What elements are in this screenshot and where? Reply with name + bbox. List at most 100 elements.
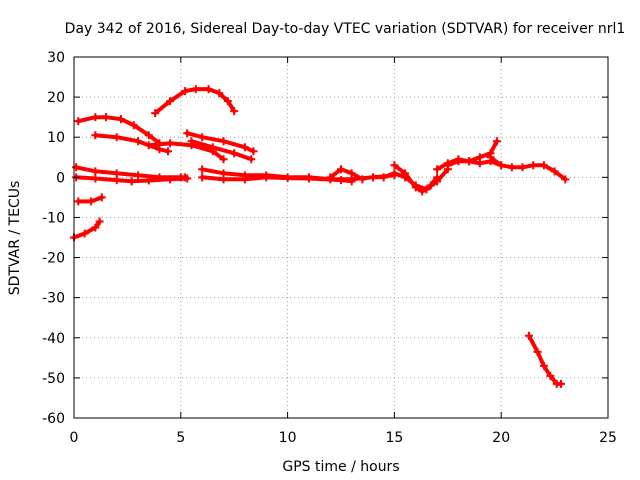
data-point [426,181,435,190]
data-point [561,175,570,184]
data-point [181,87,190,96]
data-point [112,133,121,142]
data-point [204,85,213,94]
data-point [433,173,442,182]
data-point [304,174,313,183]
data-point [166,97,175,106]
data-point [550,167,559,176]
y-tick-label: 10 [47,130,65,146]
y-tick-label: 20 [47,90,65,106]
data-point [465,157,474,166]
series-arc-6 [187,137,256,164]
data-point [433,165,442,174]
data-point [230,149,239,158]
data-point [134,171,143,180]
data-point [418,187,427,196]
data-point [91,131,100,140]
data-point [518,163,527,172]
data-point [533,347,542,356]
data-point [166,139,175,148]
data-point [283,174,292,183]
data-point [95,217,104,226]
data-point [163,147,172,156]
series-arc-5 [183,129,258,156]
data-point [486,153,495,162]
y-tick-label: -10 [42,210,65,226]
x-tick-label: 15 [385,430,403,446]
data-point [219,155,228,164]
x-tick-label: 0 [70,430,79,446]
series-line [72,219,102,240]
y-tick-label: -50 [42,371,65,387]
data-point [112,169,121,178]
data-point [183,129,192,138]
series-arc-12 [326,165,367,184]
data-point [524,331,533,340]
y-tick-label: -20 [42,251,65,267]
x-tick-label: 25 [599,430,617,446]
series-arc-11 [198,173,356,186]
data-point [134,137,143,146]
data-point [546,371,555,380]
series-arc-20 [524,331,566,388]
series-arc-16 [443,157,506,170]
series-line [74,175,134,184]
y-tick-label: -30 [42,291,65,307]
data-point [112,176,121,185]
data-point [337,176,345,185]
data-point [116,115,125,124]
data-point [326,173,335,182]
data-point [390,169,399,178]
data-point [507,163,516,172]
data-point [166,175,175,184]
data-point [497,161,506,170]
y-tick-label: -40 [42,331,65,347]
x-tick-label: 20 [492,430,510,446]
data-point [369,173,378,182]
data-series [70,85,570,388]
x-axis-label: GPS time / hours [282,459,399,475]
data-point [411,183,420,192]
y-tick-label: 0 [56,170,65,186]
data-point [102,113,111,122]
data-point [198,133,207,142]
data-point [144,141,153,150]
data-point [247,155,256,164]
data-point [215,89,224,98]
data-point [208,143,217,152]
data-point [539,361,548,370]
data-point [74,197,83,206]
data-point [240,143,249,152]
data-point [347,169,356,178]
data-point [249,147,258,156]
data-point [183,174,192,183]
x-tick-label: 5 [176,430,185,446]
data-point [219,137,228,146]
data-point [91,174,100,183]
series-arc-2 [151,85,239,118]
data-point [492,137,501,146]
data-point [151,109,160,118]
axis-ticks: 0 5 10 15 20 25 -60 -50 -40 -30 -20 -10 0 10 20 30 [42,50,617,446]
data-point [475,159,484,168]
data-point [443,161,452,170]
data-point [390,161,399,170]
data-point [129,121,138,130]
data-point [240,175,249,184]
data-point [219,175,228,184]
data-point [74,117,83,126]
x-tick-label: 10 [279,430,297,446]
data-point [80,229,89,238]
data-point [91,223,100,232]
series-line [328,167,365,182]
series-line [129,176,190,184]
data-point [198,173,207,182]
data-point [91,113,100,122]
data-point [144,176,153,185]
series-arc-19 [70,217,104,242]
series-arc-1 [74,113,164,148]
data-point [529,161,538,170]
data-point [230,107,239,116]
data-point [347,177,356,186]
